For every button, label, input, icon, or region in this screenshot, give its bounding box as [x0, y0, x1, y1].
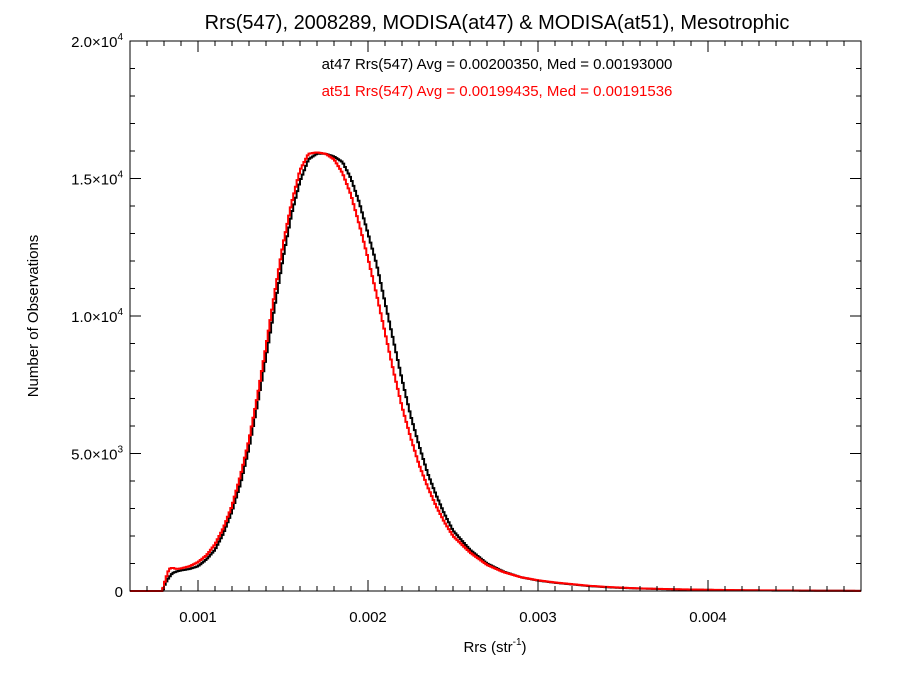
y-tick-label: 5.0×103 — [71, 445, 123, 464]
y-tick-label: 1.5×104 — [71, 170, 123, 189]
x-tick-label: 0.002 — [349, 609, 387, 626]
chart-title: Rrs(547), 2008289, MODISA(at47) & MODISA… — [205, 12, 790, 34]
plot-frame — [129, 40, 862, 592]
x-tick-label: 0.003 — [519, 609, 557, 626]
x-tick-label: 0.004 — [689, 609, 727, 626]
x-axis-label: Rrs (str-1) — [463, 637, 526, 656]
y-tick-label: 2.0×104 — [71, 32, 123, 51]
annotation-at47: at47 Rrs(547) Avg = 0.00200350, Med = 0.… — [322, 56, 673, 73]
y-axis-label: Number of Observations — [25, 235, 42, 398]
series-at51-histogram — [130, 151, 861, 592]
x-axis-label-main: Rrs (str — [463, 639, 512, 656]
x-tick-label: 0.001 — [179, 609, 217, 626]
axes-layer: 0.001 0.002 0.003 0.004 0 5.0×103 1.0×104 1.5×1… — [71, 32, 861, 626]
annotation-at51: at51 Rrs(547) Avg = 0.00199435, Med = 0.… — [322, 83, 673, 100]
x-axis-label-end: ) — [522, 639, 527, 656]
y-tick-label: 1.0×104 — [71, 307, 123, 326]
data-layer — [130, 151, 861, 592]
y-tick-label: 0 — [115, 584, 123, 601]
x-axis-label-sup: -1 — [513, 637, 522, 648]
